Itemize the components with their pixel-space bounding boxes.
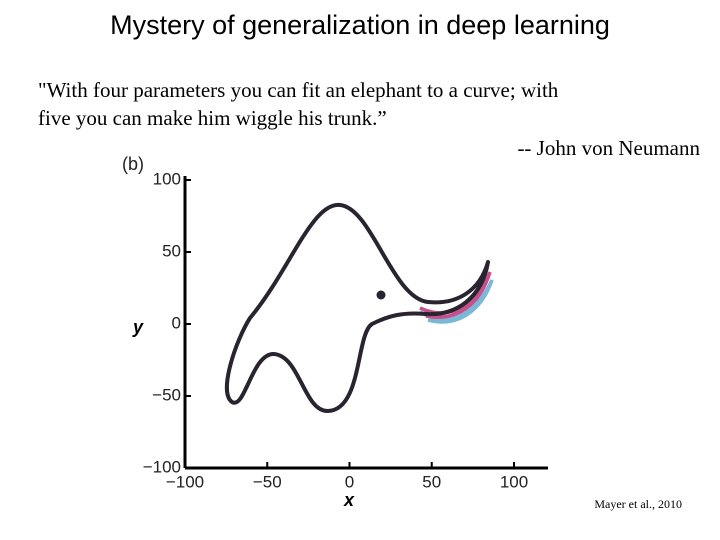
slide-title: Mystery of generalization in deep learni… [110, 10, 610, 40]
y-axis-label: y [132, 317, 144, 337]
x-tick-label: −100 [166, 472, 204, 491]
x-tick-label: 50 [422, 472, 441, 491]
quote-attribution: -- John von Neumann [517, 136, 700, 160]
panel-label: (b) [122, 154, 144, 174]
figure: (b) 100 50 0 −50 −100 −100 −50 0 50 100 y x [122, 154, 548, 510]
elephant-eye [376, 290, 386, 300]
y-tick-label: −50 [152, 385, 181, 404]
x-tick-label: 0 [345, 472, 354, 491]
x-tick-label: −50 [253, 472, 282, 491]
citation: Mayer et al., 2010 [594, 497, 682, 511]
y-tick-label: −100 [143, 457, 181, 476]
x-axis-label: x [343, 490, 355, 510]
elephant-curve [225, 202, 490, 414]
quote-line: "With four parameters you can fit an ele… [38, 78, 559, 102]
y-tick-label: 0 [172, 313, 181, 332]
y-tick-label: 100 [153, 169, 181, 188]
y-tick-label: 50 [162, 241, 181, 260]
x-tick-label: 100 [500, 472, 528, 491]
trunk-variant [419, 279, 494, 324]
quote-line: five you can make him wiggle his trunk.” [38, 106, 387, 130]
